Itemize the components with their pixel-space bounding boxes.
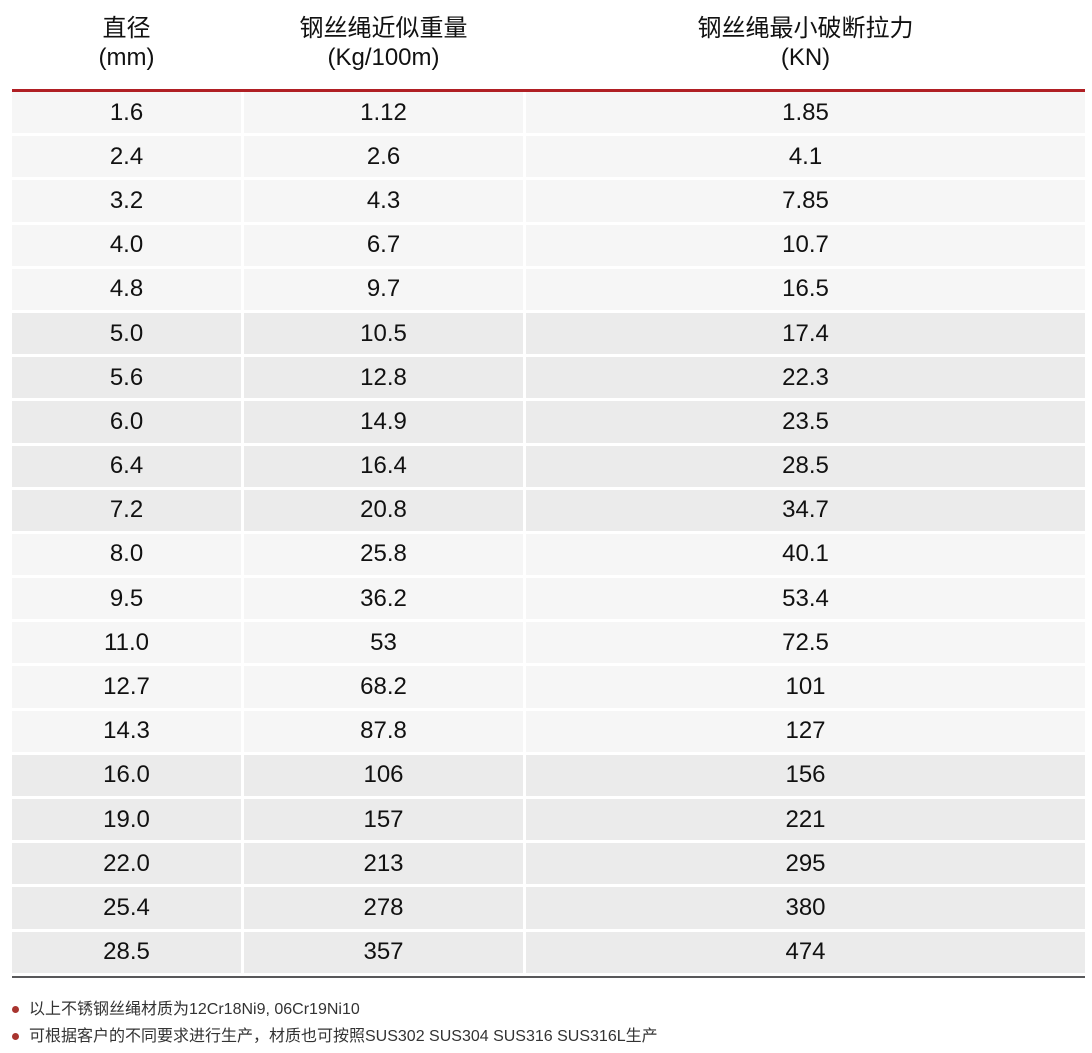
spec-table: 直径 (mm) 钢丝绳近似重量 (Kg/100m) 钢丝绳最小破断拉力 (KN)…: [12, 0, 1085, 978]
table-header: 直径 (mm) 钢丝绳近似重量 (Kg/100m) 钢丝绳最小破断拉力 (KN): [12, 0, 1085, 89]
table-cell: 87.8: [244, 710, 523, 752]
table-cell: 6.7: [244, 224, 523, 266]
table-cell: 53.4: [526, 578, 1085, 620]
table-cell: 25.8: [244, 533, 523, 576]
table-cell: 3.2: [12, 180, 241, 222]
table-cell: 4.0: [12, 224, 241, 266]
table-cell: 22.3: [526, 357, 1085, 399]
table-cell: 4.3: [244, 180, 523, 222]
table-cell: 23.5: [526, 401, 1085, 443]
table-cell: 101: [526, 666, 1085, 708]
column-title: 直径: [102, 15, 151, 42]
table-cell: 16.0: [12, 754, 241, 796]
table-cell: 1.6: [12, 92, 241, 134]
table-cell: 156: [526, 754, 1085, 796]
column-header-min-breaking-force: 钢丝绳最小破断拉力 (KN): [526, 14, 1085, 89]
table-cell: 16.5: [526, 268, 1085, 310]
table-cell: 19.0: [12, 799, 241, 841]
table-cell: 25.4: [12, 887, 241, 929]
table-cell: 2.4: [12, 136, 241, 178]
footnotes: 以上不锈钢丝绳材质为12Cr18Ni9, 06Cr19Ni10 可根据客户的不同…: [12, 996, 1085, 1050]
table-cell: 14.9: [244, 401, 523, 443]
table-cell: 6.4: [12, 445, 241, 487]
table-cell: 357: [244, 931, 523, 973]
column-unit: (Kg/100m): [327, 44, 440, 71]
table-cell: 7.85: [526, 180, 1085, 222]
table-cell: 36.2: [244, 578, 523, 620]
table-cell: 106: [244, 754, 523, 796]
table-cell: 295: [526, 843, 1085, 885]
bullet-icon: [12, 1032, 19, 1040]
table-cell: 12.8: [244, 357, 523, 399]
table-cell: 72.5: [526, 622, 1085, 664]
table-cell: 2.6: [244, 136, 523, 178]
table-cell: 213: [244, 843, 523, 885]
table-bottom-rule: [12, 975, 1085, 978]
table-cell: 380: [526, 887, 1085, 929]
table-cell: 53: [244, 622, 523, 664]
column-unit: (KN): [780, 44, 831, 71]
column-title: 钢丝绳近似重量: [299, 15, 468, 42]
table-cell: 28.5: [526, 445, 1085, 487]
table-body: 1.6 1.12 1.85 2.4 2.6 4.1 3.2 4.3 7.85 4.0 6.7 10.7…: [12, 92, 1085, 973]
column-header-approx-weight: 钢丝绳近似重量 (Kg/100m): [244, 14, 523, 89]
table-cell: 17.4: [526, 312, 1085, 355]
header-divider-rule: [12, 89, 1085, 92]
footnote-custom-production: 可根据客户的不同要求进行生产，材质也可按照SUS302 SUS304 SUS31…: [12, 1023, 1085, 1050]
table-cell: 1.12: [244, 92, 523, 134]
column-title: 钢丝绳最小破断拉力: [697, 15, 914, 42]
footnote-material: 以上不锈钢丝绳材质为12Cr18Ni9, 06Cr19Ni10: [12, 996, 1085, 1023]
table-cell: 20.8: [244, 489, 523, 531]
table-cell: 474: [526, 931, 1085, 973]
bullet-icon: [12, 1005, 19, 1013]
table-cell: 68.2: [244, 666, 523, 708]
table-cell: 7.2: [12, 489, 241, 531]
table-cell: 28.5: [12, 931, 241, 973]
table-cell: 16.4: [244, 445, 523, 487]
column-header-diameter: 直径 (mm): [12, 14, 241, 89]
table-cell: 9.7: [244, 268, 523, 310]
table-cell: 221: [526, 799, 1085, 841]
table-cell: 1.85: [526, 92, 1085, 134]
table-cell: 9.5: [12, 578, 241, 620]
table-cell: 5.6: [12, 357, 241, 399]
table-cell: 11.0: [12, 622, 241, 664]
footnote-text: 可根据客户的不同要求进行生产，材质也可按照SUS302 SUS304 SUS31…: [29, 1027, 658, 1045]
table-cell: 278: [244, 887, 523, 929]
table-cell: 157: [244, 799, 523, 841]
table-cell: 6.0: [12, 401, 241, 443]
table-cell: 4.8: [12, 268, 241, 310]
table-cell: 12.7: [12, 666, 241, 708]
column-unit: (mm): [98, 44, 155, 71]
table-cell: 22.0: [12, 843, 241, 885]
table-cell: 10.5: [244, 312, 523, 355]
table-cell: 4.1: [526, 136, 1085, 178]
table-cell: 40.1: [526, 533, 1085, 576]
table-cell: 14.3: [12, 710, 241, 752]
footnote-text: 以上不锈钢丝绳材质为12Cr18Ni9, 06Cr19Ni10: [29, 1000, 360, 1018]
table-cell: 10.7: [526, 224, 1085, 266]
table-cell: 8.0: [12, 533, 241, 576]
table-cell: 127: [526, 710, 1085, 752]
table-cell: 5.0: [12, 312, 241, 355]
table-cell: 34.7: [526, 489, 1085, 531]
